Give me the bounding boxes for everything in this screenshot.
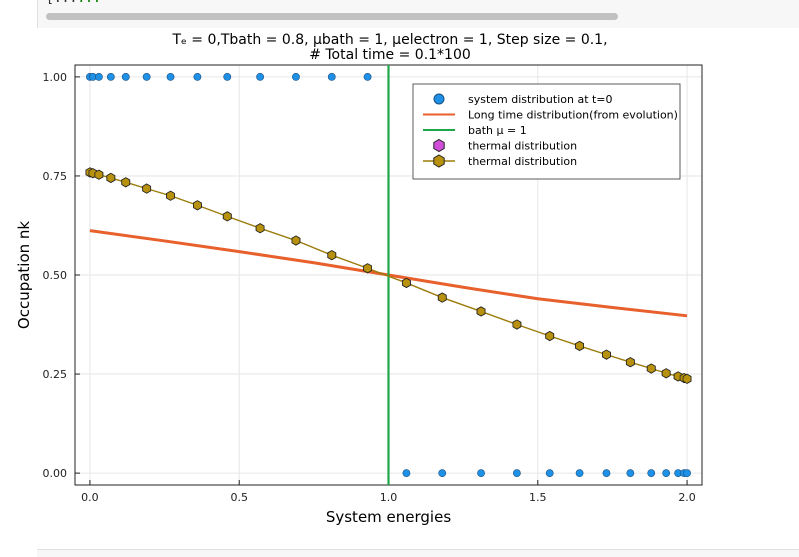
initial-marker-15 xyxy=(477,469,485,478)
thermal-marker-gold-7 xyxy=(193,200,202,211)
initial-marker-22 xyxy=(662,469,671,478)
plot-figure: 0.0 0.5 1.0 1.5 2.0 0.00 0.25 0.50 0.75 1.00 Tₑ =… xyxy=(15,32,703,526)
initial-marker-18 xyxy=(575,469,584,478)
initial-marker-19 xyxy=(602,469,611,478)
thermal-marker-gold-14 xyxy=(437,292,447,303)
legend-swatch-initial xyxy=(433,93,445,105)
initial-marker-3 xyxy=(106,72,115,81)
x-axis-label: System energies xyxy=(326,508,451,526)
thermal-marker-gold-15 xyxy=(476,306,486,317)
thermal-marker-gold-10 xyxy=(291,235,301,246)
code-keyword: ... xyxy=(77,0,100,6)
initial-marker-2 xyxy=(94,72,103,81)
thermal-marker-gold-3 xyxy=(106,172,116,183)
initial-marker-11 xyxy=(327,72,336,81)
thermal-marker-gold-2 xyxy=(94,169,104,180)
y-tick-label-3: 0.75 xyxy=(43,170,68,183)
legend-label-2: bath μ = 1 xyxy=(468,124,527,137)
initial-marker-4 xyxy=(121,72,130,81)
horizontal-scrollbar-thumb[interactable] xyxy=(46,13,618,20)
legend-label-3: thermal distribution xyxy=(468,140,577,153)
thermal-marker-gold-13 xyxy=(402,277,411,288)
y-tick-label-4: 1.00 xyxy=(43,71,68,84)
initial-marker-8 xyxy=(223,72,232,81)
thermal-marker-gold-20 xyxy=(625,357,635,368)
initial-marker-16 xyxy=(512,469,521,478)
initial-marker-20 xyxy=(626,469,635,478)
y-tick-label-0: 0.00 xyxy=(43,467,68,480)
thermal-marker-gold-11 xyxy=(327,250,337,261)
initial-marker-12 xyxy=(363,72,372,81)
code-text-left: [... xyxy=(46,0,77,6)
next-code-cell[interactable] xyxy=(37,549,799,557)
legend-label-0: system distribution at t=0 xyxy=(468,93,613,106)
x-tick-label-3: 1.5 xyxy=(529,491,547,504)
thermal-marker-gold-5 xyxy=(142,183,152,194)
axis-ticks: 0.0 0.5 1.0 1.5 2.0 0.00 0.25 0.50 0.75 1.00 xyxy=(43,71,696,504)
initial-marker-9 xyxy=(256,72,265,81)
initial-marker-5 xyxy=(142,72,151,81)
x-tick-label-2: 1.0 xyxy=(380,491,398,504)
legend-swatch-thermal-gold xyxy=(433,154,445,168)
cell-prompt xyxy=(0,0,37,20)
plot-series xyxy=(85,65,692,485)
legend-swatch-thermal-magenta xyxy=(433,138,445,153)
initial-marker-10 xyxy=(292,72,300,81)
x-tick-label-1: 0.5 xyxy=(230,491,248,504)
thermal-marker-gold-9 xyxy=(255,223,265,234)
initial-marker-14 xyxy=(438,469,447,478)
initial-marker-13 xyxy=(402,469,411,478)
chart-title-line-2: # Total time = 0.1*100 xyxy=(309,47,471,63)
thermal-marker-gold-17 xyxy=(545,330,555,342)
y-axis-label: Occupation nk xyxy=(15,221,33,330)
code-line: [...... xyxy=(46,0,101,6)
thermal-marker-gold-6 xyxy=(166,190,175,201)
y-tick-label-2: 0.50 xyxy=(43,269,68,282)
thermal-marker-gold-21 xyxy=(646,363,656,374)
initial-marker-6 xyxy=(166,72,175,81)
legend-label-4: thermal distribution xyxy=(468,155,577,168)
thermal-marker-gold-8 xyxy=(222,211,232,222)
thermal-marker-gold-19 xyxy=(602,349,611,360)
thermal-marker-gold-25 xyxy=(682,373,692,384)
thermal-marker-gold-18 xyxy=(575,340,584,351)
thermal-marker-gold-12 xyxy=(363,263,372,274)
code-cell-strip: [...... xyxy=(0,0,799,28)
legend: system distribution at t=0 Long time dist… xyxy=(412,83,681,180)
initial-marker-21 xyxy=(647,469,656,478)
initial-marker-25 xyxy=(683,469,691,478)
thermal-marker-gold-22 xyxy=(661,368,671,379)
legend-box xyxy=(412,83,681,180)
thermal-marker-gold-4 xyxy=(121,177,131,188)
y-tick-label-1: 0.25 xyxy=(43,368,68,381)
legend-label-1: Long time distribution(from evolution) xyxy=(468,109,678,122)
x-tick-label-4: 2.0 xyxy=(678,491,696,504)
x-tick-label-0: 0.0 xyxy=(81,491,99,504)
chart-title-line-1: Tₑ = 0,Tbath = 0.8, μbath = 1, μelectron… xyxy=(171,32,607,48)
initial-marker-7 xyxy=(193,72,202,81)
thermal-marker-gold-16 xyxy=(512,319,522,330)
initial-marker-17 xyxy=(545,469,554,478)
